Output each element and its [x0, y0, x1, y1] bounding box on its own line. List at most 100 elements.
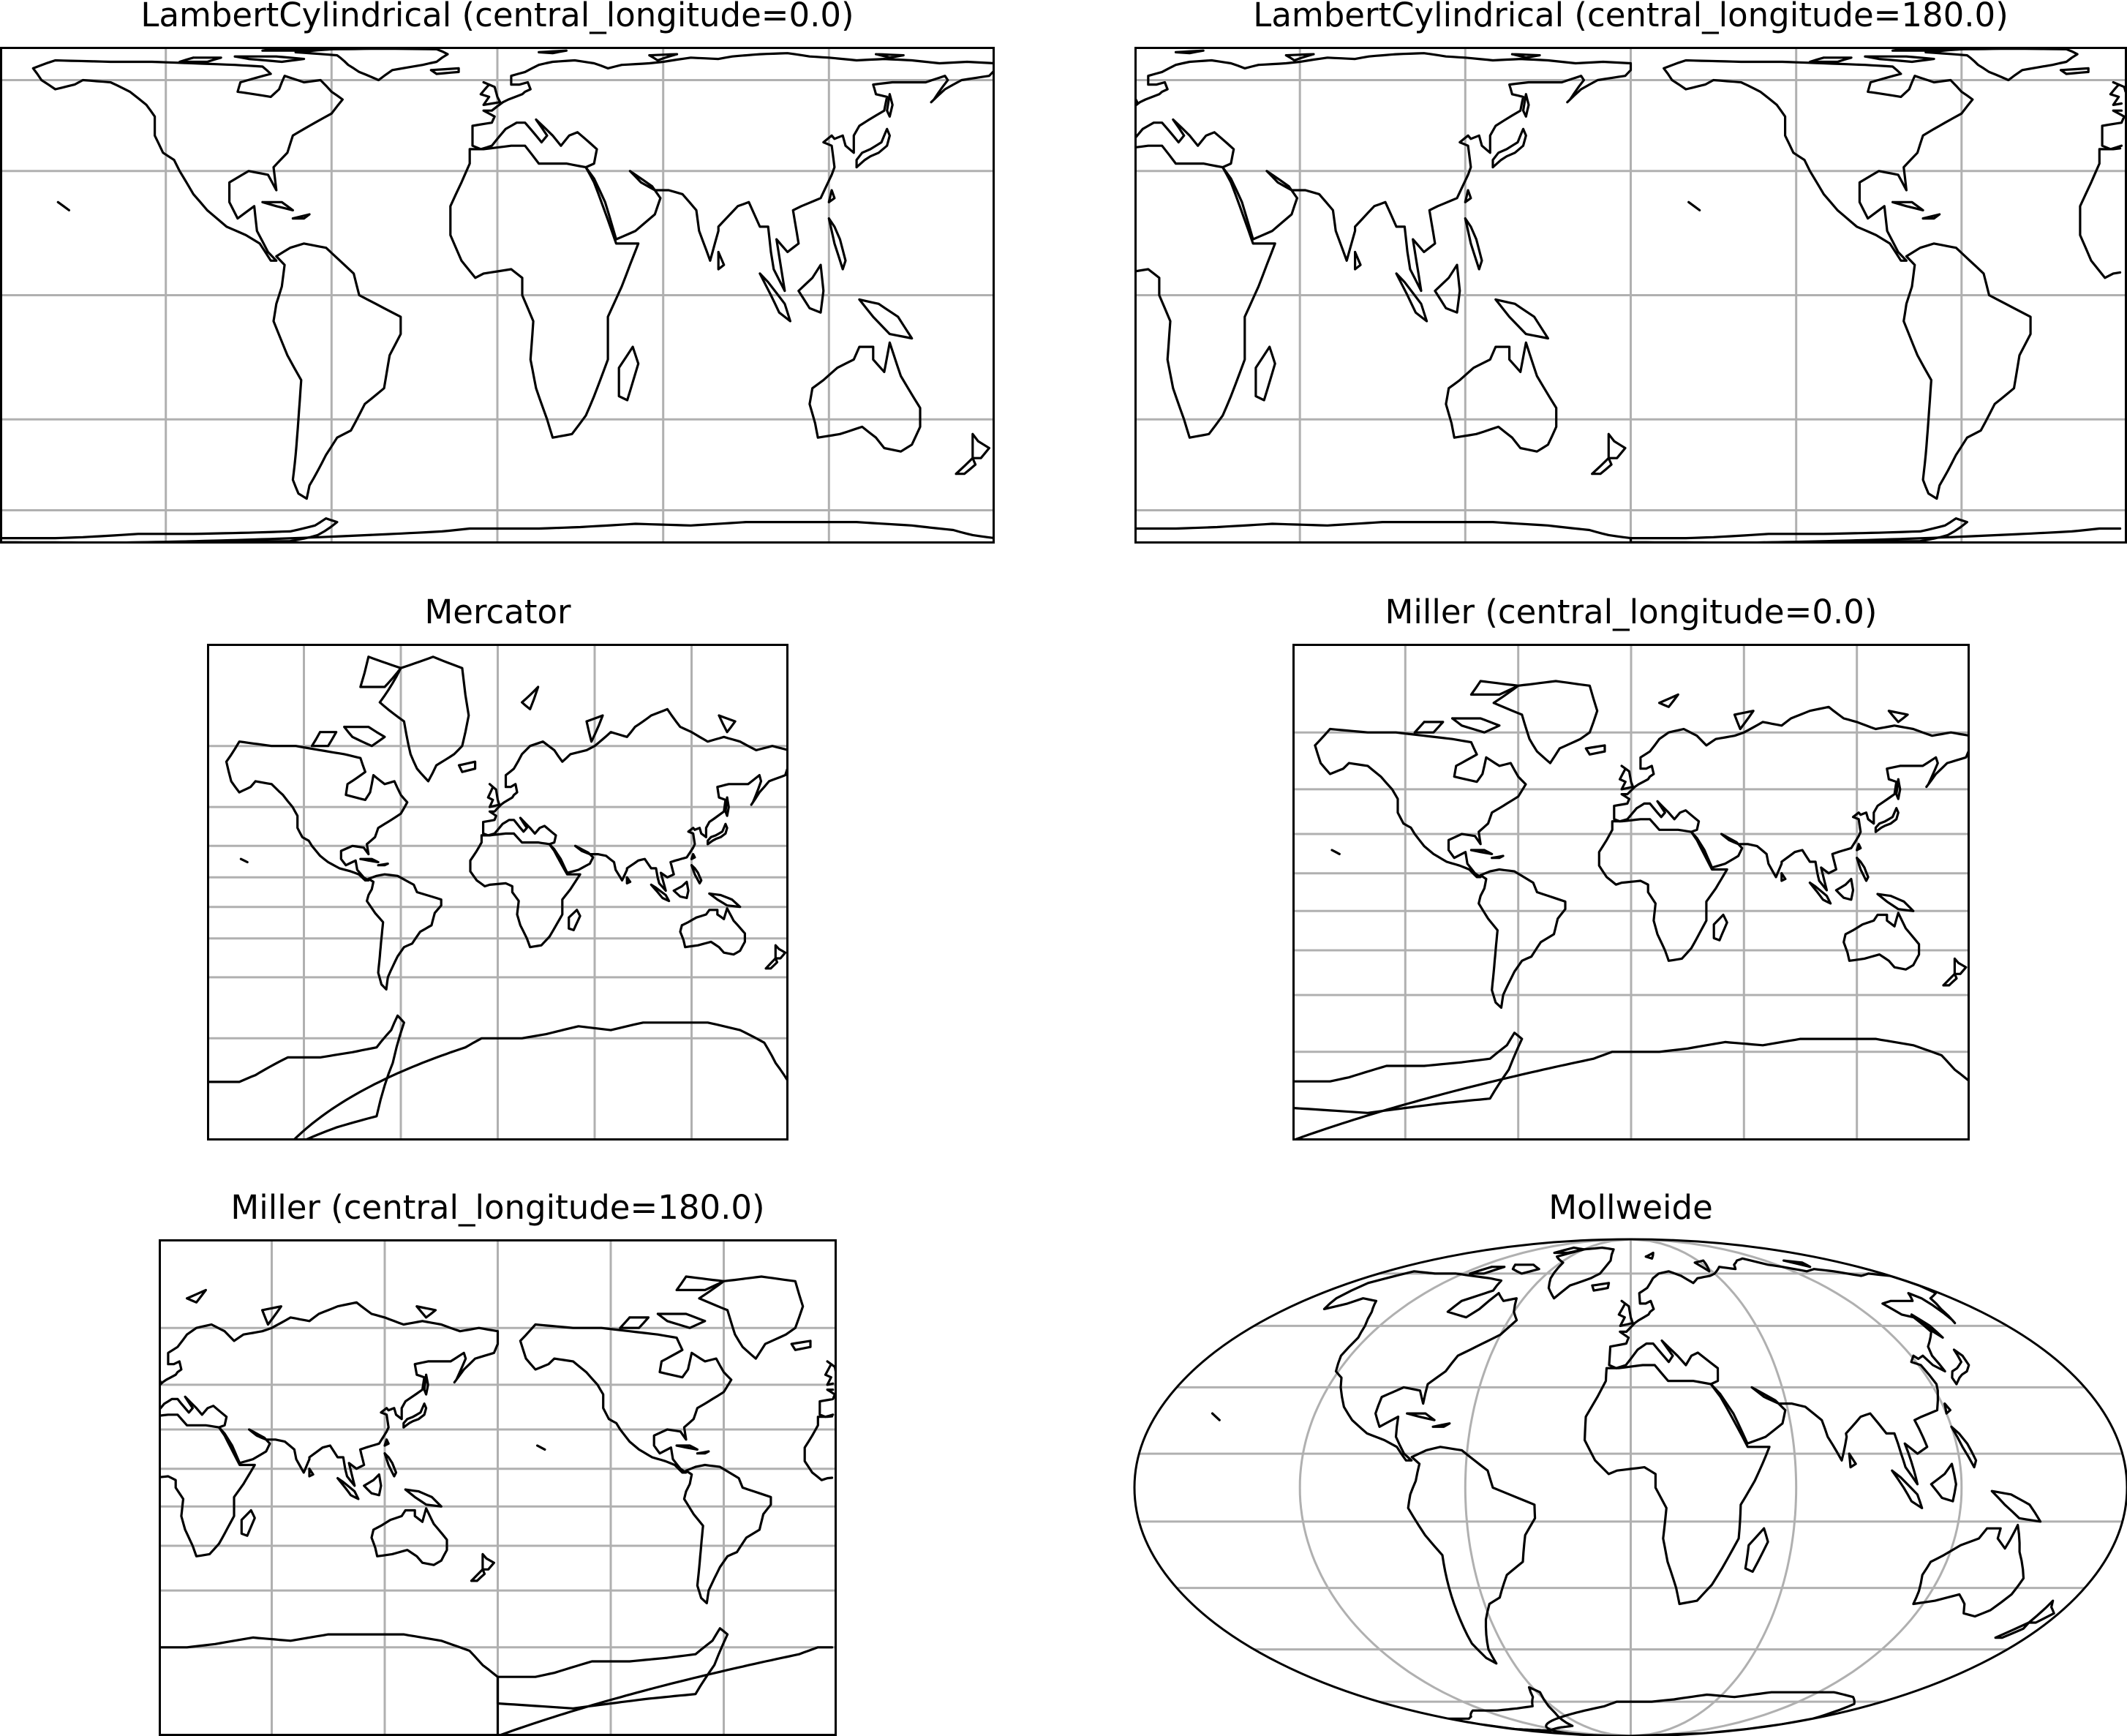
coastline [470, 1568, 486, 1582]
coastline [1591, 1282, 1611, 1292]
coastline [1687, 200, 1701, 211]
map-panel-lambert-0: LambertCylindrical (central_longitude=0.… [0, 0, 995, 544]
coastline [486, 783, 501, 808]
coastline [519, 1323, 733, 1474]
coastline [207, 1021, 788, 1141]
coastline [1902, 242, 2032, 500]
coastline [366, 873, 443, 991]
coastline [1744, 1527, 1769, 1573]
coastline [1942, 972, 1958, 987]
map-title: LambertCylindrical (central_longitude=18… [1253, 0, 2009, 34]
coastline [886, 93, 894, 118]
coastline [1292, 1037, 1970, 1141]
coastline [1510, 53, 1541, 59]
coastline [1134, 52, 2126, 293]
coastline [1848, 1452, 1857, 1469]
coastline [619, 1316, 650, 1329]
map-content [0, 47, 995, 544]
coastline [1712, 913, 1728, 942]
coastline [790, 1339, 812, 1351]
coastline [1663, 59, 1974, 262]
coastline [1406, 1412, 1436, 1421]
coastline [240, 1508, 256, 1537]
coastline [1856, 843, 1862, 852]
coastline [682, 1463, 772, 1604]
coastline [1354, 250, 1362, 271]
coastline [1547, 1246, 1615, 1300]
coastline [2059, 67, 2090, 75]
coastline [378, 655, 470, 783]
map-title: Miller (central_longitude=180.0) [230, 1188, 764, 1227]
coastline [1953, 957, 1968, 975]
coastline [1780, 872, 1787, 882]
coastline [1395, 272, 1428, 323]
coastline [955, 456, 977, 476]
coastline [359, 857, 380, 864]
coastline [343, 726, 386, 748]
coastline [336, 1477, 360, 1500]
coastline [1930, 1462, 1957, 1503]
coastline [207, 1014, 405, 1141]
coastline [1431, 1422, 1451, 1428]
coastline [538, 49, 568, 55]
coastline [261, 200, 294, 211]
coastline [310, 731, 338, 748]
coastline [1856, 857, 1870, 882]
coastline [377, 863, 389, 867]
coastline [1413, 721, 1445, 734]
coastline [724, 796, 730, 817]
coastline [482, 707, 788, 893]
coastline [672, 880, 690, 900]
coastline [1254, 345, 1276, 402]
coastline [1951, 1348, 1970, 1386]
coastline [56, 200, 70, 211]
coastline [1895, 778, 1902, 800]
coastline [858, 298, 914, 340]
coastline [404, 1488, 443, 1508]
map-content [159, 1239, 837, 1736]
map-panel-miller-180: Miller (central_longitude=180.0) [159, 1188, 837, 1736]
coastline [31, 59, 344, 262]
coastline [429, 67, 460, 75]
coastline [1511, 1263, 1540, 1275]
coastline [536, 1444, 546, 1451]
coastline [1864, 55, 1935, 64]
coastline [402, 1402, 428, 1429]
coastline [1808, 56, 1853, 64]
coastline [1451, 717, 1501, 734]
coastline [585, 714, 604, 743]
coastline [1134, 521, 2122, 544]
coastline [1469, 849, 1494, 855]
coastline [471, 52, 995, 293]
map-boundary [1133, 1238, 2127, 1736]
coastline [1491, 854, 1505, 860]
coastline [1491, 127, 1527, 169]
coastline [1464, 217, 1483, 271]
coastline [1943, 1402, 1951, 1415]
map-boundary [159, 1239, 837, 1736]
coastline [479, 80, 502, 106]
map-boundary [1292, 644, 1970, 1141]
coastline [1693, 1259, 1711, 1273]
coastline [1608, 1257, 1957, 1486]
coastline [1644, 1251, 1654, 1260]
coastline [1469, 1266, 1506, 1275]
coastline [233, 55, 306, 64]
coastline [1584, 744, 1606, 756]
coastline [1545, 1691, 1856, 1736]
coastline [178, 56, 222, 64]
map-panel-miller-0: Miller (central_longitude=0.0) [1292, 593, 1970, 1141]
coastline [875, 53, 905, 59]
coastline [272, 242, 402, 500]
coastline [718, 714, 737, 734]
map-title: Mollweide [1548, 1188, 1713, 1227]
coastline [359, 655, 402, 688]
coastline [827, 189, 836, 203]
coastline [1174, 49, 1205, 55]
coastline [827, 217, 847, 271]
coastline [1924, 47, 2079, 82]
coastline [568, 909, 581, 931]
coastline [457, 760, 477, 773]
coastline [1876, 893, 1915, 912]
coastline [481, 1552, 495, 1571]
